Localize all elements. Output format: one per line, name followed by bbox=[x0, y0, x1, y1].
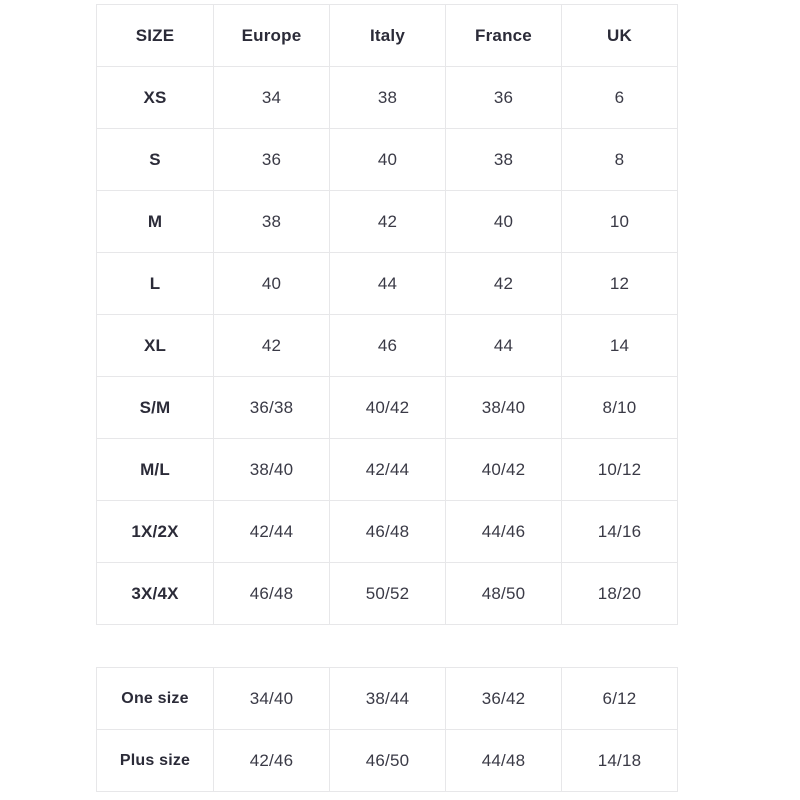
cell-s-m-uk: 8/10 bbox=[561, 376, 678, 439]
column-header-size: SIZE bbox=[96, 4, 214, 67]
cell-s-france: 38 bbox=[445, 128, 562, 191]
cell-xl-italy: 46 bbox=[329, 314, 446, 377]
row-label-l: L bbox=[96, 252, 214, 315]
cell-s-m-france: 38/40 bbox=[445, 376, 562, 439]
cell-xs-italy: 38 bbox=[329, 66, 446, 129]
cell-xl-europe: 42 bbox=[213, 314, 330, 377]
row-label-s-m: S/M bbox=[96, 376, 214, 439]
cell-m-uk: 10 bbox=[561, 190, 678, 253]
cell-xs-europe: 34 bbox=[213, 66, 330, 129]
table-header-row: SIZE Europe Italy France UK bbox=[96, 4, 678, 67]
cell-one-size-europe: 34/40 bbox=[213, 667, 330, 730]
cell-1x-2x-uk: 14/16 bbox=[561, 500, 678, 563]
cell-s-uk: 8 bbox=[561, 128, 678, 191]
cell-s-italy: 40 bbox=[329, 128, 446, 191]
table-row: S/M 36/38 40/42 38/40 8/10 bbox=[96, 376, 678, 439]
one-size-conversion-table: One size 34/40 38/44 36/42 6/12 Plus siz… bbox=[96, 667, 678, 792]
cell-plus-size-italy: 46/50 bbox=[329, 729, 446, 792]
cell-3x-4x-france: 48/50 bbox=[445, 562, 562, 625]
cell-l-europe: 40 bbox=[213, 252, 330, 315]
cell-l-uk: 12 bbox=[561, 252, 678, 315]
table-row: Plus size 42/46 46/50 44/48 14/18 bbox=[96, 729, 678, 792]
cell-plus-size-uk: 14/18 bbox=[561, 729, 678, 792]
cell-plus-size-france: 44/48 bbox=[445, 729, 562, 792]
cell-m-l-italy: 42/44 bbox=[329, 438, 446, 501]
column-header-france: France bbox=[445, 4, 562, 67]
row-label-plus-size: Plus size bbox=[96, 729, 214, 792]
cell-xl-france: 44 bbox=[445, 314, 562, 377]
row-label-m: M bbox=[96, 190, 214, 253]
column-header-uk: UK bbox=[561, 4, 678, 67]
cell-3x-4x-uk: 18/20 bbox=[561, 562, 678, 625]
cell-one-size-france: 36/42 bbox=[445, 667, 562, 730]
cell-m-france: 40 bbox=[445, 190, 562, 253]
cell-m-l-france: 40/42 bbox=[445, 438, 562, 501]
table-row: 1X/2X 42/44 46/48 44/46 14/16 bbox=[96, 500, 678, 563]
cell-1x-2x-italy: 46/48 bbox=[329, 500, 446, 563]
table-row: M 38 42 40 10 bbox=[96, 190, 678, 253]
cell-l-italy: 44 bbox=[329, 252, 446, 315]
table-row: One size 34/40 38/44 36/42 6/12 bbox=[96, 667, 678, 730]
cell-m-l-uk: 10/12 bbox=[561, 438, 678, 501]
cell-one-size-uk: 6/12 bbox=[561, 667, 678, 730]
cell-m-italy: 42 bbox=[329, 190, 446, 253]
row-label-s: S bbox=[96, 128, 214, 191]
table-row: XS 34 38 36 6 bbox=[96, 66, 678, 129]
cell-s-europe: 36 bbox=[213, 128, 330, 191]
cell-xl-uk: 14 bbox=[561, 314, 678, 377]
table-row: L 40 44 42 12 bbox=[96, 252, 678, 315]
row-label-xs: XS bbox=[96, 66, 214, 129]
table-body: One size 34/40 38/44 36/42 6/12 Plus siz… bbox=[96, 667, 678, 792]
row-label-3x-4x: 3X/4X bbox=[96, 562, 214, 625]
size-conversion-table: SIZE Europe Italy France UK XS 34 38 36 … bbox=[96, 4, 678, 625]
cell-s-m-europe: 36/38 bbox=[213, 376, 330, 439]
cell-3x-4x-europe: 46/48 bbox=[213, 562, 330, 625]
row-label-xl: XL bbox=[96, 314, 214, 377]
row-label-one-size: One size bbox=[96, 667, 214, 730]
cell-xs-uk: 6 bbox=[561, 66, 678, 129]
row-label-1x-2x: 1X/2X bbox=[96, 500, 214, 563]
table-row: 3X/4X 46/48 50/52 48/50 18/20 bbox=[96, 562, 678, 625]
cell-1x-2x-france: 44/46 bbox=[445, 500, 562, 563]
cell-m-europe: 38 bbox=[213, 190, 330, 253]
row-label-m-l: M/L bbox=[96, 438, 214, 501]
cell-xs-france: 36 bbox=[445, 66, 562, 129]
column-header-europe: Europe bbox=[213, 4, 330, 67]
cell-one-size-italy: 38/44 bbox=[329, 667, 446, 730]
table-row: M/L 38/40 42/44 40/42 10/12 bbox=[96, 438, 678, 501]
table-body: XS 34 38 36 6 S 36 40 38 8 M 38 42 40 10 bbox=[96, 66, 678, 625]
column-header-italy: Italy bbox=[329, 4, 446, 67]
cell-l-france: 42 bbox=[445, 252, 562, 315]
cell-3x-4x-italy: 50/52 bbox=[329, 562, 446, 625]
cell-s-m-italy: 40/42 bbox=[329, 376, 446, 439]
table-row: XL 42 46 44 14 bbox=[96, 314, 678, 377]
table-row: S 36 40 38 8 bbox=[96, 128, 678, 191]
cell-m-l-europe: 38/40 bbox=[213, 438, 330, 501]
table-header: SIZE Europe Italy France UK bbox=[96, 4, 678, 67]
cell-plus-size-europe: 42/46 bbox=[213, 729, 330, 792]
cell-1x-2x-europe: 42/44 bbox=[213, 500, 330, 563]
